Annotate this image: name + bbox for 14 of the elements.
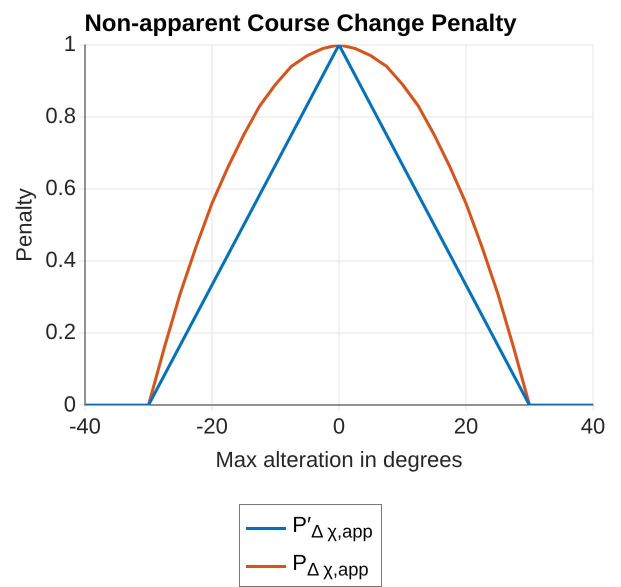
x-tick-label: 40 xyxy=(580,413,606,438)
y-axis-title: Penalty xyxy=(11,188,36,262)
y-tick-label: 0.8 xyxy=(45,102,76,128)
legend-label: P′$_{Δ χ,app}$ xyxy=(292,511,373,544)
x-tick-label: 0 xyxy=(332,413,346,438)
x-axis-title: Max alteration in degrees xyxy=(215,446,463,472)
y-tick-label: 1 xyxy=(64,30,76,56)
x-tick-label: 20 xyxy=(454,413,478,438)
y-tick-label: 0.2 xyxy=(45,319,76,344)
y-tick-label: 0.4 xyxy=(45,247,76,272)
chart-title: Non-apparent Course Change Penalty xyxy=(84,10,518,38)
y-tick-label: 0.6 xyxy=(45,175,76,200)
legend-label: P$_{Δ χ,app}$ xyxy=(292,549,369,582)
x-tick-label: -20 xyxy=(196,413,228,438)
